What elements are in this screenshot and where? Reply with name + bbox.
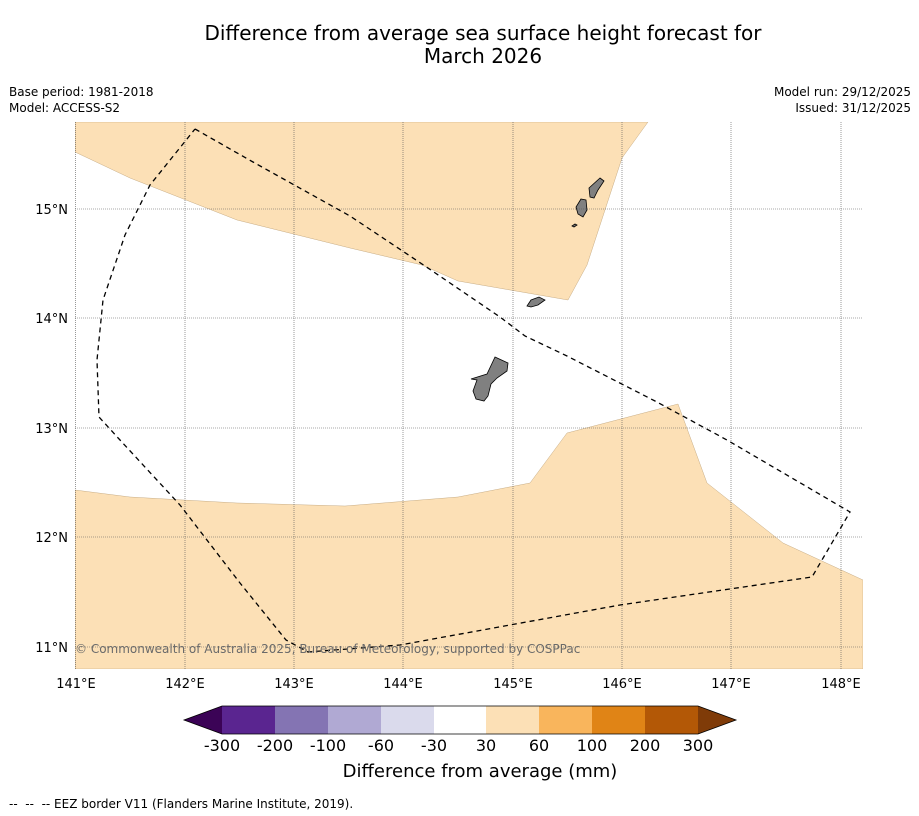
eez-border — [96, 128, 851, 653]
colorbar-tick: -30 — [420, 736, 448, 755]
island-guam — [470, 356, 509, 402]
colorbar-tick: -100 — [309, 736, 347, 755]
colorbar-segment — [275, 706, 328, 734]
lat-label-14: 14°N — [35, 312, 68, 327]
chart-title: Difference from average sea surface heig… — [0, 22, 919, 68]
colorbar-tick: -300 — [203, 736, 241, 755]
anomaly-region-south — [75, 403, 863, 669]
island-tinian — [575, 198, 588, 218]
model-run: Model run: 29/12/2025 — [773, 85, 911, 99]
colorbar-segment — [645, 706, 698, 734]
colorbar-tick: 200 — [629, 736, 661, 755]
anomaly-region-north — [75, 122, 649, 301]
gridlines — [75, 122, 863, 669]
colorbar-tick: 60 — [528, 736, 550, 755]
lon-label-148: 148°E — [821, 677, 861, 692]
lon-label-147: 147°E — [711, 677, 751, 692]
island-saipan — [588, 177, 605, 199]
lat-label-12: 12°N — [35, 531, 68, 546]
colorbar-tick: 30 — [475, 736, 497, 755]
colorbar — [182, 705, 738, 735]
colorbar-segment — [434, 706, 486, 734]
island-rota — [526, 296, 546, 308]
issued-date: Issued: 31/12/2025 — [795, 101, 911, 115]
model-name: Model: ACCESS-S2 — [9, 101, 121, 115]
colorbar-segment — [222, 706, 275, 734]
meta-left: Base period: 1981-2018 Model: ACCESS-S2 — [9, 84, 154, 116]
island-aguijan — [571, 223, 578, 228]
colorbar-extend-low — [184, 706, 222, 734]
title-line-2: March 2026 — [423, 44, 543, 68]
base-period: Base period: 1981-2018 — [9, 85, 154, 99]
colorbar-segment — [592, 706, 645, 734]
colorbar-segment — [328, 706, 381, 734]
colorbar-outline — [182, 705, 738, 735]
colorbar-extend-high — [698, 706, 736, 734]
lat-label-15: 15°N — [35, 203, 68, 218]
lat-label-13: 13°N — [35, 422, 68, 437]
colorbar-title: Difference from average (mm) — [342, 761, 618, 782]
colorbar-tick: 100 — [576, 736, 608, 755]
lon-label-142: 142°E — [165, 677, 205, 692]
meta-right: Model run: 29/12/2025 Issued: 31/12/2025 — [774, 84, 911, 116]
lon-label-143: 143°E — [274, 677, 314, 692]
colorbar-tick: 300 — [682, 736, 714, 755]
colorbar-segment — [381, 706, 434, 734]
lon-label-141: 141°E — [56, 677, 96, 692]
colorbar-segment — [539, 706, 592, 734]
lon-label-144: 144°E — [383, 677, 423, 692]
eez-footnote: -- -- -- EEZ border V11 (Flanders Marine… — [9, 797, 354, 811]
colorbar-tick: -60 — [367, 736, 395, 755]
copyright-text: © Commonwealth of Australia 2025, Bureau… — [75, 642, 580, 656]
colorbar-segment — [486, 706, 539, 734]
lon-label-146: 146°E — [602, 677, 642, 692]
colorbar-tick: -200 — [256, 736, 294, 755]
lon-label-145: 145°E — [493, 677, 533, 692]
title-line-1: Difference from average sea surface heig… — [204, 21, 762, 45]
lat-label-11: 11°N — [35, 641, 68, 656]
